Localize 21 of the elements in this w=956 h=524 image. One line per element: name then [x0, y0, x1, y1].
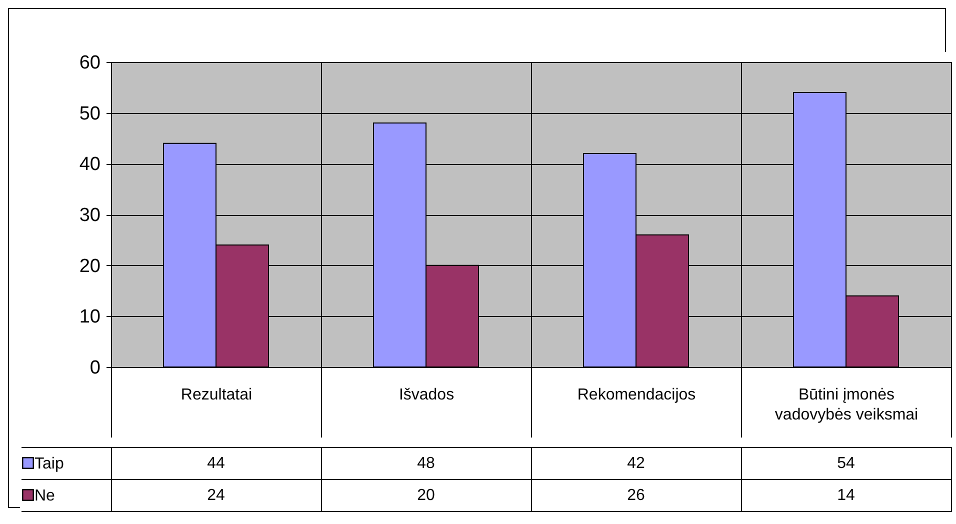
data-label: 20 [417, 487, 435, 504]
legend-label: Taip [34, 456, 64, 472]
x-tick-label: Išvados [398, 386, 454, 404]
y-tick-label: 30 [79, 205, 100, 226]
data-label: 14 [837, 487, 855, 504]
data-label: 26 [627, 487, 645, 504]
data-label: 24 [207, 487, 225, 504]
y-tick-label: 0 [90, 358, 100, 378]
y-tick-label: 50 [79, 103, 100, 124]
data-label: 42 [627, 455, 645, 472]
x-tick-label: Rezultatai [180, 386, 252, 404]
x-tick-label: Būtini įmonės vadovybės veiksmai [774, 386, 918, 424]
y-tick-label: 20 [79, 256, 100, 277]
data-label: 44 [207, 455, 225, 472]
data-label: 54 [837, 455, 855, 472]
y-tick-label: 60 [79, 52, 100, 74]
data-label: 48 [417, 455, 435, 472]
x-tick-label: Rekomendacijos [577, 386, 696, 404]
y-tick-label: 10 [79, 306, 100, 328]
y-tick-label: 40 [79, 154, 100, 176]
legend-label: Ne [34, 488, 56, 504]
